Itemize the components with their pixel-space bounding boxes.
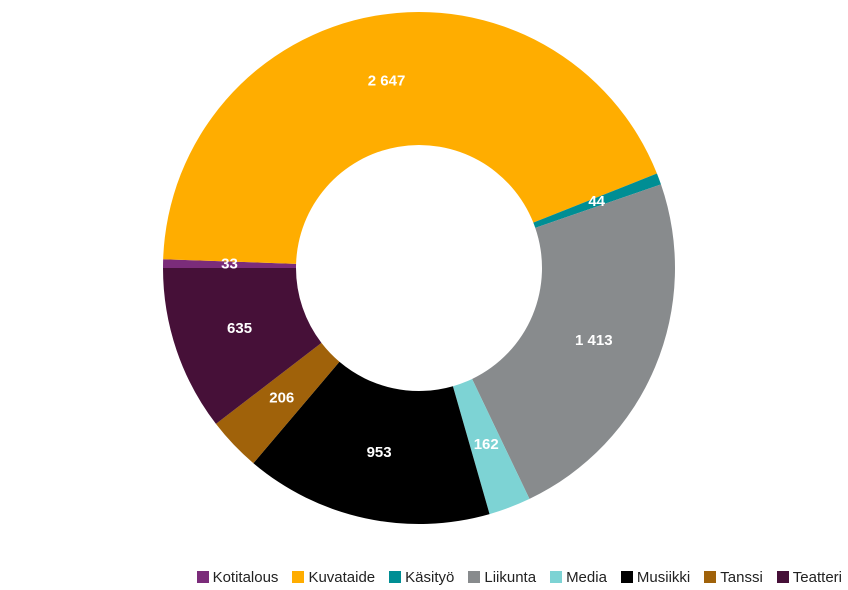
- slice: [253, 361, 490, 524]
- legend-swatch: [620, 571, 633, 583]
- slice: [163, 11, 657, 264]
- legend-label: Musiikki: [636, 568, 691, 586]
- legend: Kotitalous Kuvataide Käsityö Liikunta Media M…: [0, 566, 848, 588]
- slice: [472, 184, 675, 499]
- legend-item: Kuvataide: [292, 569, 375, 586]
- legend-swatch: [292, 571, 305, 583]
- slice: [452, 378, 530, 515]
- legend-label: Tanssi: [720, 568, 763, 586]
- legend-item: Media: [550, 569, 607, 586]
- slice: [533, 173, 661, 228]
- legend-swatch: [196, 571, 209, 583]
- legend-label: Media: [566, 568, 607, 586]
- legend-swatch: [389, 571, 402, 583]
- data-label: 2 647: [368, 72, 406, 89]
- legend-swatch: [776, 571, 789, 583]
- legend-item: Kotitalous: [196, 568, 279, 586]
- data-label: 44: [588, 193, 605, 210]
- legend-item: Käsityö: [389, 569, 454, 586]
- legend-item: Tanssi: [704, 569, 763, 586]
- legend-label: Teatteri: [792, 568, 842, 586]
- data-label: 33: [221, 256, 238, 273]
- slice: [215, 342, 340, 464]
- legend-label: Liikunta: [484, 568, 537, 586]
- legend-label: Kuvataide: [308, 568, 376, 586]
- data-label: 953: [367, 444, 392, 461]
- chart: 33 2 647 44 1 413 162 953 206 635: [163, 11, 675, 524]
- slice: [163, 268, 322, 424]
- data-label: 635: [227, 320, 252, 337]
- data-label: 1 413: [575, 332, 613, 349]
- legend-label: Käsityö: [405, 568, 455, 586]
- legend-label: Kotitalous: [212, 568, 279, 586]
- data-label: 162: [474, 436, 499, 453]
- slice: [163, 259, 297, 268]
- legend-swatch: [468, 571, 481, 583]
- legend-swatch: [704, 571, 717, 583]
- legend-item: Teatteri: [776, 568, 842, 586]
- legend-item: Musiikki: [620, 568, 691, 586]
- data-label: 206: [269, 390, 294, 407]
- legend-item: Liikunta: [468, 569, 536, 586]
- legend-swatch: [550, 571, 563, 583]
